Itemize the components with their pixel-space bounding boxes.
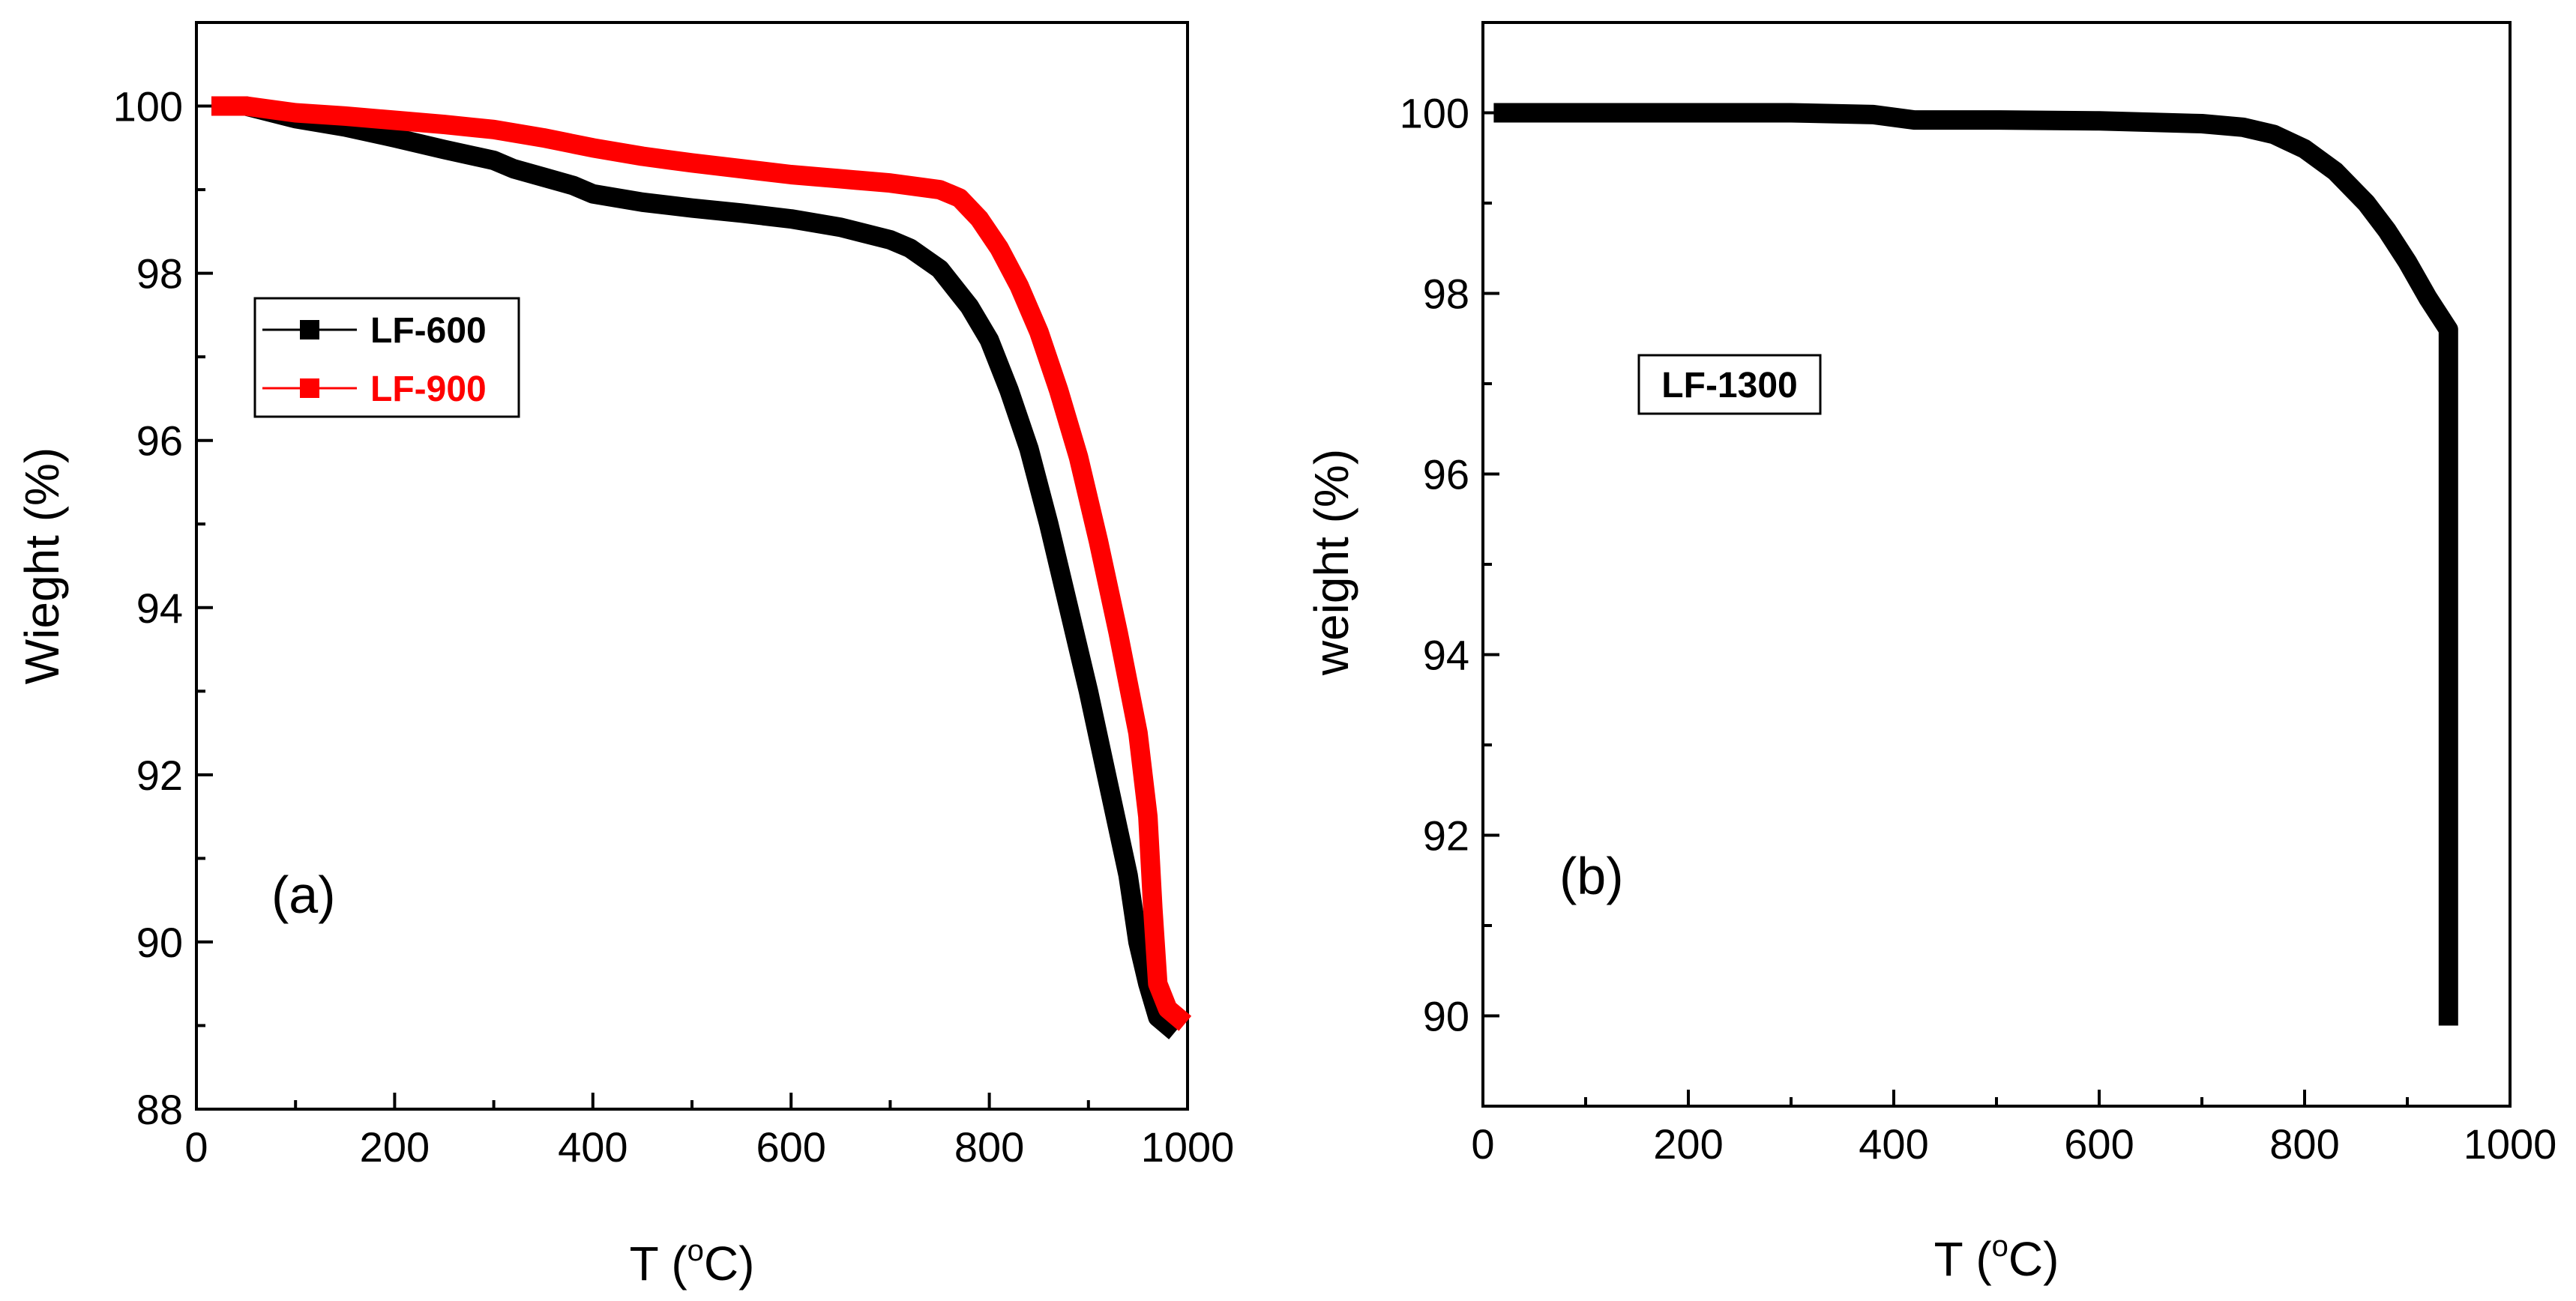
x-tick-label-a: 200 — [360, 1123, 430, 1171]
y-axis-title-b: weight (%) — [1304, 449, 1358, 676]
y-tick-label-b: 94 — [1423, 632, 1469, 679]
x-tick-label-b: 800 — [2269, 1120, 2339, 1168]
x-tick-label-a: 800 — [954, 1123, 1024, 1171]
panel-label-b: (b) — [1559, 847, 1624, 905]
curves-a — [211, 96, 1192, 1039]
x-tick-label-b: 600 — [2064, 1120, 2134, 1168]
y-tick-label-b: 98 — [1423, 271, 1469, 318]
x-axis-title-a: T (oC) — [630, 1234, 755, 1291]
series-line-lf-900 — [211, 96, 1192, 1031]
y-tick-label-b: 92 — [1423, 812, 1469, 860]
x-tick-label-a: 0 — [184, 1123, 208, 1171]
y-tick-label-a: 96 — [136, 417, 183, 465]
plot-frame-a — [195, 21, 1189, 1111]
y-tick-label-b: 100 — [1400, 90, 1469, 137]
legend-box-b — [1637, 354, 1822, 415]
legend-entry-lf-900: LF-900 — [262, 369, 487, 409]
ticks-b: 0 200 400 600 800 1000 90 92 94 96 98 100 — [1400, 21, 2557, 1168]
legend-marker-lf-900 — [300, 378, 319, 398]
panel-label-a: (a) — [271, 866, 336, 924]
x-tick-label-b: 400 — [1859, 1120, 1928, 1168]
x-tick-label-a: 1000 — [1141, 1123, 1235, 1171]
legend-label-lf-900: LF-900 — [370, 369, 487, 409]
legend-box-a — [253, 297, 520, 418]
panel-a: 0 200 400 600 800 1000 88 90 92 94 96 98 100 LF-600 … — [15, 21, 1235, 1291]
x-tick-label-b: 200 — [1653, 1120, 1723, 1168]
x-tick-label-a: 600 — [756, 1123, 825, 1171]
panel-b: 0 200 400 600 800 1000 90 92 94 96 98 100 LF-1300 (… — [1304, 21, 2557, 1286]
y-tick-label-a: 88 — [136, 1086, 183, 1133]
y-axis-title-a: Wieght (%) — [15, 447, 69, 685]
legend-entry-lf-600: LF-600 — [262, 311, 487, 351]
x-tick-label-a: 400 — [558, 1123, 628, 1171]
y-tick-label-b: 90 — [1423, 993, 1469, 1040]
ticks-a: 0 200 400 600 800 1000 88 90 92 94 96 98 100 — [113, 21, 1235, 1171]
series-line-lf-1300 — [1493, 103, 2458, 1026]
legend-marker-lf-600 — [300, 320, 319, 339]
y-tick-label-a: 100 — [113, 83, 183, 130]
y-tick-label-b: 96 — [1423, 451, 1469, 498]
legend-b: LF-1300 — [1637, 354, 1822, 415]
legend-label-lf-1300: LF-1300 — [1661, 366, 1797, 405]
series-line-lf-600 — [211, 96, 1182, 1039]
y-tick-label-a: 92 — [136, 752, 183, 799]
x-axis-title-b: T (oC) — [1934, 1230, 2059, 1286]
curves-b — [1493, 103, 2458, 1026]
y-tick-label-a: 94 — [136, 585, 183, 632]
legend-a: LF-600 LF-900 — [253, 297, 520, 418]
x-tick-label-b: 0 — [1471, 1120, 1494, 1168]
x-tick-label-b: 1000 — [2464, 1120, 2557, 1168]
y-tick-label-a: 98 — [136, 250, 183, 298]
legend-label-lf-600: LF-600 — [370, 311, 487, 351]
y-tick-label-a: 90 — [136, 919, 183, 966]
